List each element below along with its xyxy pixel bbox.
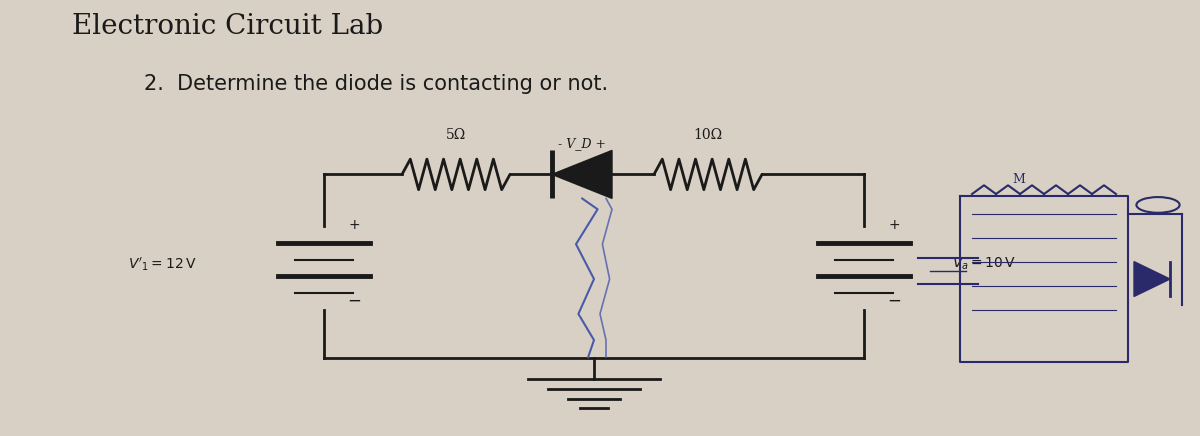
- Polygon shape: [552, 150, 612, 198]
- Text: −: −: [887, 291, 901, 309]
- Text: 5Ω: 5Ω: [446, 128, 466, 142]
- Polygon shape: [1134, 262, 1170, 296]
- Text: +: +: [348, 218, 360, 232]
- Text: +: +: [888, 218, 900, 232]
- Text: 2.  Determine the diode is contacting or not.: 2. Determine the diode is contacting or …: [144, 74, 608, 94]
- Text: - V_D +: - V_D +: [558, 137, 606, 150]
- Text: M: M: [1013, 173, 1025, 186]
- Text: $V'_1 = 12\,\mathrm{V}$: $V'_1 = 12\,\mathrm{V}$: [127, 255, 197, 272]
- Text: $V_a = 10\,\mathrm{V}$: $V_a = 10\,\mathrm{V}$: [952, 255, 1016, 272]
- Text: 10Ω: 10Ω: [694, 128, 722, 142]
- Text: −: −: [347, 291, 361, 309]
- Text: Electronic Circuit Lab: Electronic Circuit Lab: [72, 13, 383, 40]
